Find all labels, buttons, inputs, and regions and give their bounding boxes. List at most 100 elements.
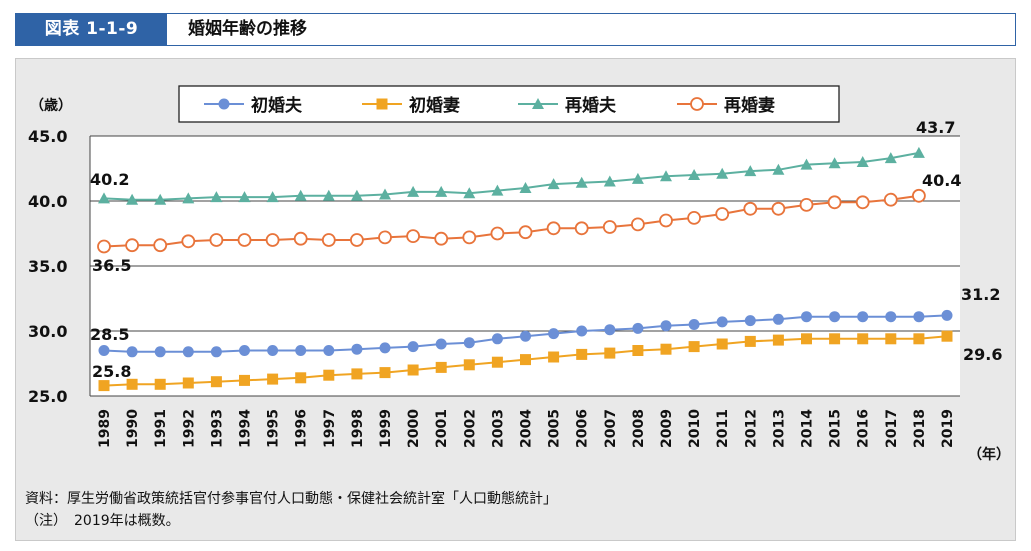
data-point — [323, 345, 335, 356]
data-point — [239, 374, 250, 386]
data-point — [154, 193, 167, 205]
data-point — [546, 221, 561, 236]
data-label: 36.5 — [92, 256, 131, 275]
data-point — [800, 158, 813, 170]
x-tick-label: 2008 — [631, 409, 647, 448]
x-tick-label: 1998 — [350, 409, 366, 448]
x-tick-label: 1990 — [125, 409, 141, 448]
data-point — [154, 346, 166, 358]
data-label: 40.2 — [90, 170, 129, 189]
legend-label: 初婚妻 — [409, 95, 460, 116]
data-point — [125, 238, 140, 253]
data-point — [912, 146, 925, 158]
data-point — [687, 210, 701, 225]
data-point — [98, 380, 110, 392]
data-point — [126, 346, 138, 358]
data-point — [435, 361, 447, 373]
data-point — [239, 345, 250, 356]
data-point — [323, 369, 335, 381]
data-point — [715, 207, 730, 221]
legend — [178, 85, 840, 123]
x-tick-label: 2004 — [519, 409, 535, 448]
data-point — [218, 98, 230, 110]
data-point — [181, 234, 196, 249]
y-tick-label: 35.0 — [28, 257, 67, 276]
y-tick-label: 25.0 — [28, 387, 67, 406]
legend-label: 再婚夫 — [565, 95, 617, 116]
data-point — [407, 341, 419, 353]
footnote: （注） 2019年は概数。 — [25, 513, 180, 529]
data-point — [660, 320, 672, 332]
data-point — [688, 341, 700, 353]
data-point — [209, 233, 224, 247]
data-label: 25.8 — [92, 362, 131, 381]
x-tick-label: 1993 — [209, 409, 225, 448]
data-point — [294, 189, 307, 201]
data-point — [801, 333, 812, 345]
data-point — [321, 233, 336, 247]
data-point — [857, 311, 869, 323]
data-point — [772, 334, 784, 346]
x-tick-label: 2015 — [828, 409, 844, 448]
data-point — [379, 367, 391, 379]
data-point — [660, 343, 672, 355]
data-point — [829, 311, 841, 323]
data-point — [941, 330, 953, 342]
x-tick-label: 2007 — [603, 409, 619, 448]
data-point — [182, 377, 194, 389]
data-point — [688, 169, 701, 180]
data-point — [376, 98, 388, 110]
x-tick-label: 2019 — [940, 409, 956, 448]
series-line — [103, 151, 920, 201]
data-label: 43.7 — [916, 118, 955, 137]
data-point — [379, 342, 391, 354]
data-point — [153, 238, 168, 253]
x-tick-label: 2010 — [687, 409, 703, 448]
data-label: 31.2 — [961, 285, 1000, 304]
data-point — [716, 167, 729, 179]
data-point — [126, 193, 139, 205]
data-point — [632, 322, 644, 334]
x-tick-label: 1989 — [97, 409, 113, 448]
x-tick-label: 1996 — [294, 409, 310, 448]
data-point — [267, 345, 279, 356]
data-point — [716, 338, 728, 350]
data-point — [463, 337, 475, 349]
data-point — [576, 325, 588, 337]
data-point — [856, 156, 869, 167]
x-tick-label: 2001 — [434, 409, 450, 448]
data-point — [744, 165, 757, 177]
figure-header: 図表 1-1-9 婚姻年齢の推移 — [15, 13, 1016, 46]
x-tick-label: 2013 — [771, 409, 787, 448]
data-point — [463, 359, 475, 371]
data-point — [660, 170, 672, 182]
data-point — [98, 192, 110, 204]
data-point — [771, 201, 786, 216]
data-point — [772, 163, 785, 175]
data-point — [548, 328, 560, 340]
data-point — [602, 220, 617, 234]
data-point — [491, 356, 503, 368]
data-point — [351, 343, 363, 355]
data-point — [913, 311, 925, 323]
data-point — [883, 192, 898, 207]
data-point — [378, 230, 392, 245]
data-point — [322, 189, 335, 201]
data-point — [801, 311, 812, 323]
data-point — [267, 373, 279, 385]
data-point — [462, 230, 477, 245]
data-point — [744, 315, 756, 327]
data-point — [210, 191, 223, 203]
data-point — [351, 368, 363, 380]
data-point — [182, 192, 195, 204]
x-tick-label: 2017 — [884, 409, 900, 448]
data-point — [548, 351, 560, 363]
data-point — [574, 221, 589, 236]
x-tick-label: 2005 — [547, 409, 563, 448]
data-point — [520, 330, 531, 342]
data-point — [855, 195, 870, 210]
data-point — [293, 231, 308, 246]
data-point — [210, 376, 222, 388]
x-tick-label: 2018 — [912, 409, 928, 448]
